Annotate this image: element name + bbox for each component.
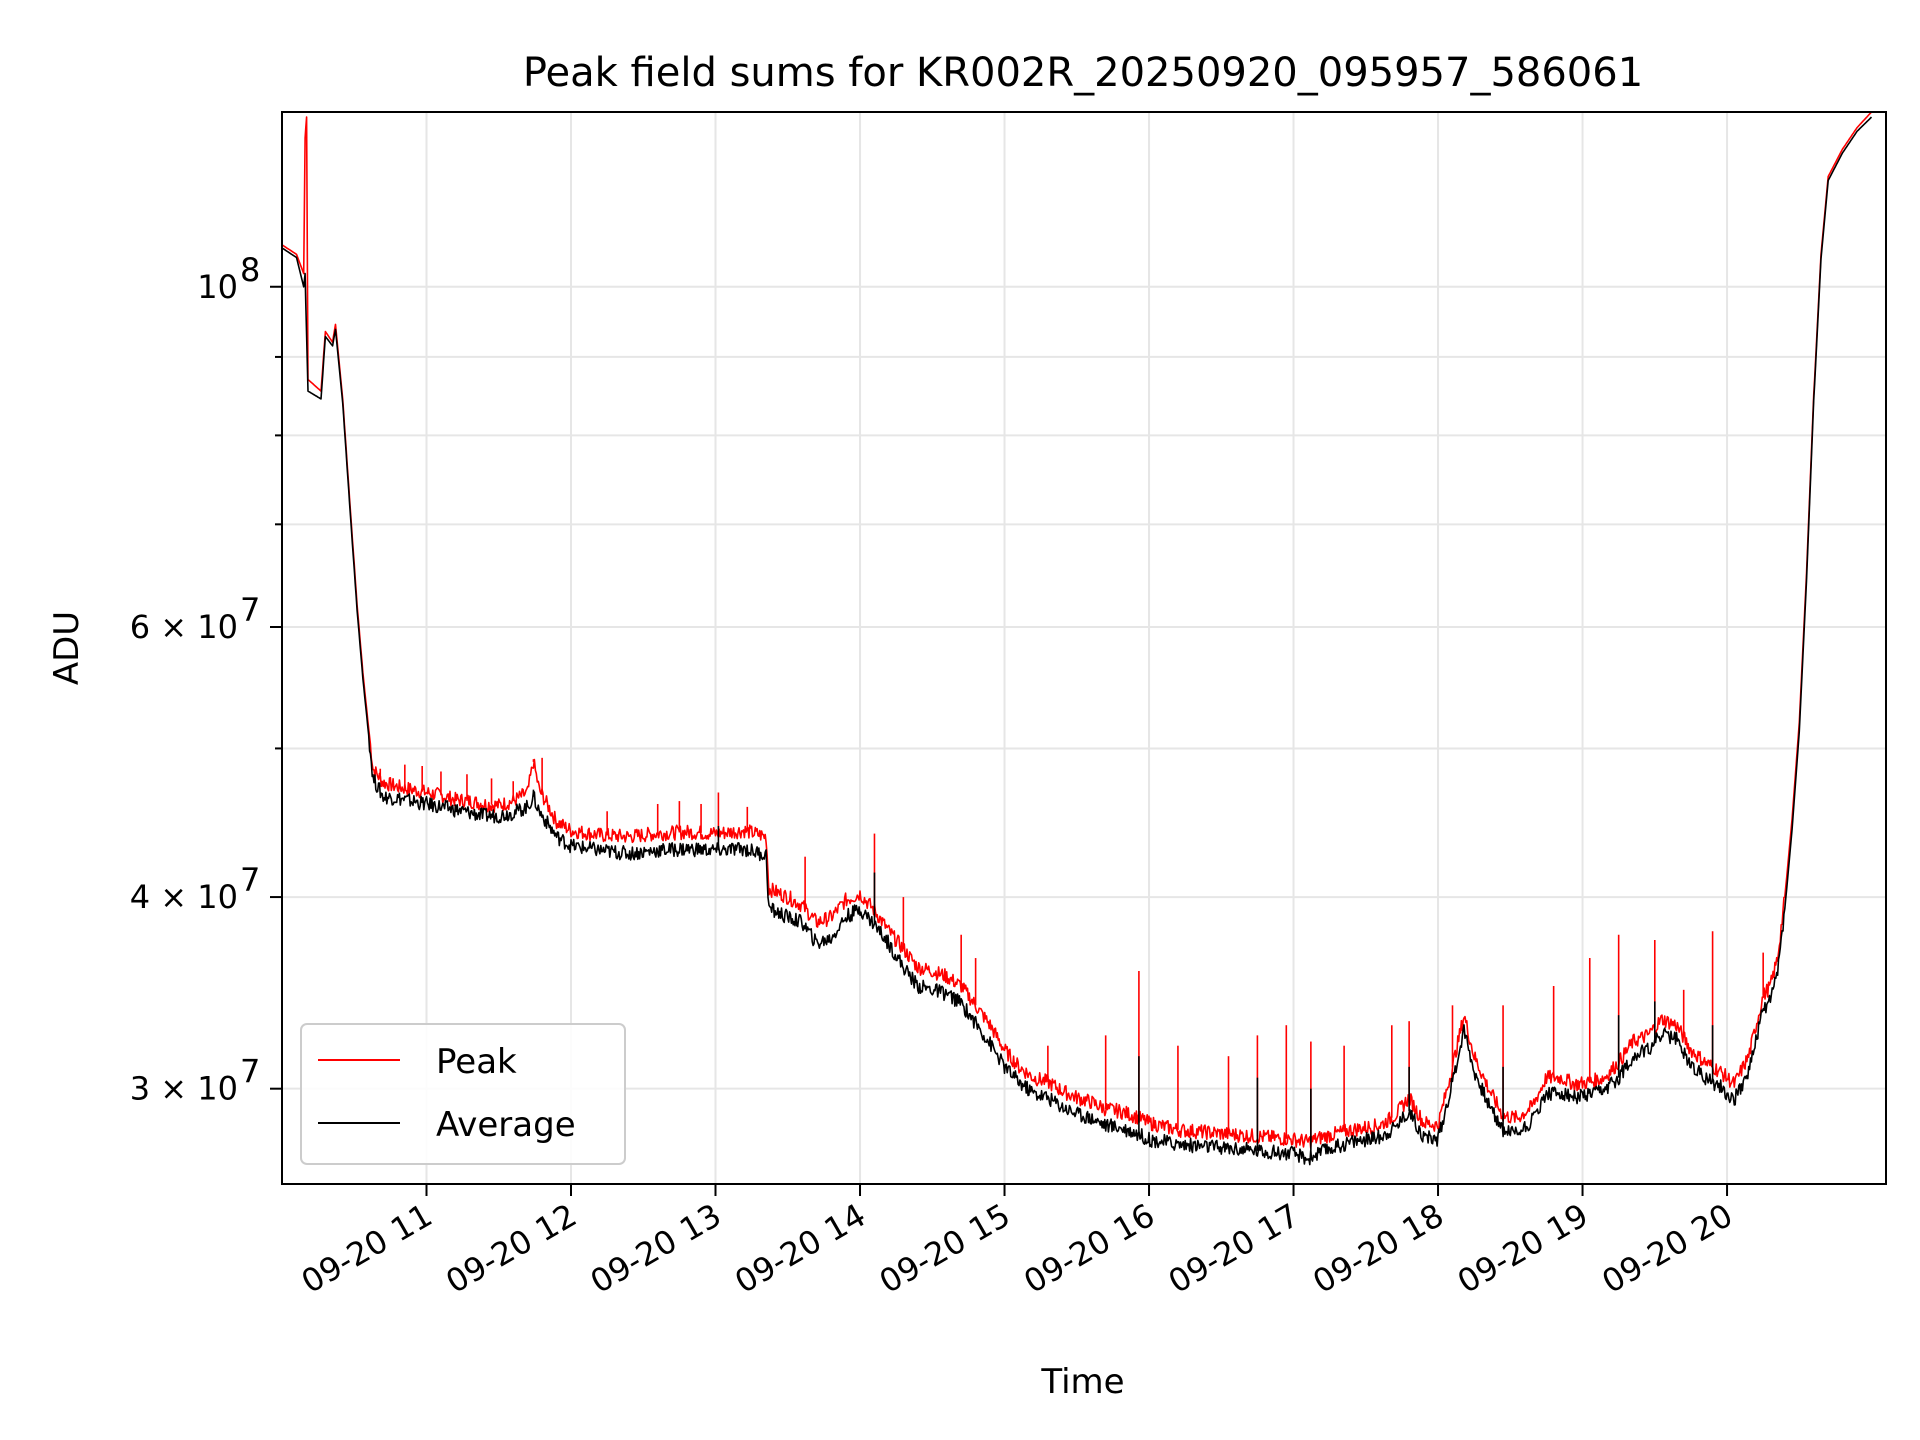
- y-tick-exponent: 7: [240, 1053, 260, 1091]
- y-tick-exponent: 7: [240, 861, 260, 899]
- grid-lines: [282, 112, 1886, 1184]
- y-tick-exponent: 8: [240, 251, 260, 289]
- y-tick-label: 3 × 10: [130, 1070, 238, 1108]
- y-axis-label: ADU: [47, 611, 87, 685]
- legend[interactable]: Peak Average: [300, 1023, 626, 1165]
- y-tick-exponent: 7: [240, 591, 260, 629]
- y-tick-label: 10: [197, 268, 238, 306]
- y-tick-label: 6 × 10: [130, 608, 238, 646]
- legend-label-average: Average: [436, 1105, 576, 1145]
- x-axis-label: Time: [1040, 1362, 1124, 1402]
- plot-area: [282, 112, 1873, 1166]
- plot-frame: [281, 111, 1887, 1185]
- y-tick-label: 4 × 10: [130, 878, 238, 916]
- legend-label-peak: Peak: [436, 1042, 517, 1082]
- series-line-peak: [282, 112, 1873, 1149]
- chart-title: Peak field sums for KR002R_20250920_0959…: [523, 50, 1643, 96]
- series-average: [282, 116, 1873, 1166]
- series-line-average: [282, 116, 1873, 1166]
